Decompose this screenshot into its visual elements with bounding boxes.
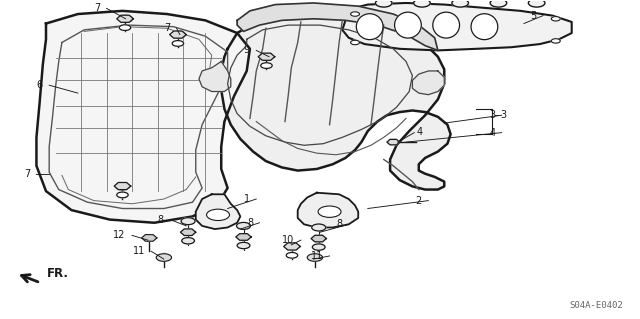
Circle shape xyxy=(551,17,560,21)
Circle shape xyxy=(119,25,131,31)
Polygon shape xyxy=(116,15,133,22)
Polygon shape xyxy=(237,3,438,50)
Text: 7: 7 xyxy=(164,23,170,33)
Text: 4: 4 xyxy=(417,127,423,137)
Text: 11: 11 xyxy=(132,246,145,256)
Circle shape xyxy=(307,254,323,261)
Circle shape xyxy=(116,192,128,198)
Text: 3: 3 xyxy=(500,110,506,120)
Circle shape xyxy=(172,41,184,46)
Circle shape xyxy=(115,183,129,190)
Polygon shape xyxy=(412,71,444,95)
Polygon shape xyxy=(298,193,358,227)
Circle shape xyxy=(286,252,298,258)
Polygon shape xyxy=(236,234,251,240)
Circle shape xyxy=(260,63,272,69)
Text: 10: 10 xyxy=(282,235,294,245)
Text: 11: 11 xyxy=(311,251,323,261)
Circle shape xyxy=(452,0,468,7)
Circle shape xyxy=(118,15,132,22)
Polygon shape xyxy=(141,235,157,241)
Polygon shape xyxy=(311,235,326,242)
Polygon shape xyxy=(36,11,250,223)
Circle shape xyxy=(351,40,360,45)
Circle shape xyxy=(490,0,507,7)
Circle shape xyxy=(237,222,250,229)
Circle shape xyxy=(156,254,172,261)
Text: 4: 4 xyxy=(489,128,495,137)
Polygon shape xyxy=(342,3,572,50)
Circle shape xyxy=(376,0,392,7)
Text: 8: 8 xyxy=(157,215,164,225)
Polygon shape xyxy=(221,14,451,189)
Polygon shape xyxy=(387,139,399,145)
Text: S04A-E0402: S04A-E0402 xyxy=(569,301,623,310)
Ellipse shape xyxy=(356,14,383,40)
Text: 7: 7 xyxy=(24,169,30,179)
Polygon shape xyxy=(258,53,275,60)
Ellipse shape xyxy=(433,12,460,38)
Circle shape xyxy=(318,206,341,217)
Polygon shape xyxy=(199,62,231,92)
Text: 8: 8 xyxy=(247,218,253,228)
Circle shape xyxy=(312,244,325,250)
Text: 2: 2 xyxy=(416,196,422,206)
Circle shape xyxy=(351,12,360,16)
Circle shape xyxy=(237,242,250,249)
Polygon shape xyxy=(170,31,186,38)
Ellipse shape xyxy=(471,14,498,40)
Text: FR.: FR. xyxy=(47,267,69,280)
Text: 3: 3 xyxy=(489,110,495,120)
Circle shape xyxy=(529,0,545,7)
Text: 6: 6 xyxy=(36,80,43,90)
Circle shape xyxy=(172,31,186,38)
Circle shape xyxy=(207,209,230,220)
Circle shape xyxy=(551,39,560,43)
Text: 8: 8 xyxy=(336,219,342,229)
Polygon shape xyxy=(180,229,196,235)
Circle shape xyxy=(312,224,326,231)
Circle shape xyxy=(181,218,195,225)
Text: 7: 7 xyxy=(94,3,100,13)
Polygon shape xyxy=(284,243,300,250)
Text: 5: 5 xyxy=(531,11,537,21)
Circle shape xyxy=(413,0,430,7)
Circle shape xyxy=(182,238,195,244)
Polygon shape xyxy=(114,182,131,189)
Text: 1: 1 xyxy=(244,194,250,204)
Text: 9: 9 xyxy=(244,45,250,56)
Text: 12: 12 xyxy=(113,230,125,241)
Ellipse shape xyxy=(394,12,421,38)
Polygon shape xyxy=(196,194,241,229)
